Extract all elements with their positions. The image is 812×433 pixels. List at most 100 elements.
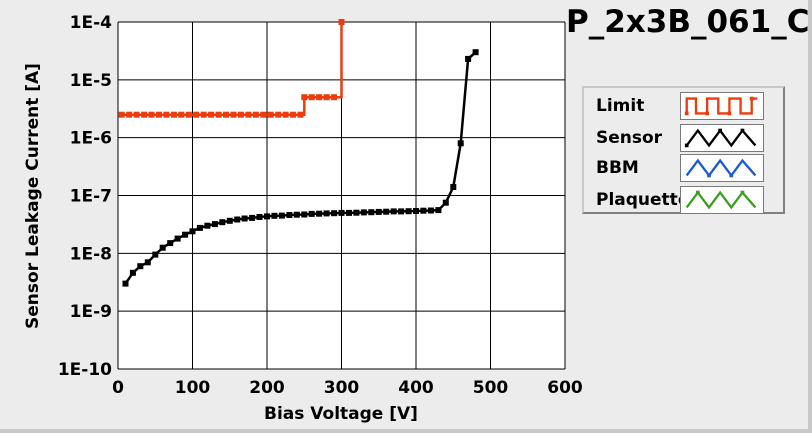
data-point-sensor-17 [249, 214, 256, 221]
tick-labels: 0 100 200 300 400 500 600 1E-4 1E-5 1E-6 1E-7 1E-8 1… [58, 13, 583, 398]
data-point-limit-29 [331, 94, 338, 101]
data-point-sensor-16 [241, 215, 248, 222]
series-layer [118, 19, 479, 287]
data-point-limit-20 [267, 111, 274, 118]
data-point-sensor-19 [264, 213, 270, 220]
legend-entry-plaquette[interactable]: Plaquette [584, 184, 783, 216]
data-point-sensor-38 [405, 208, 412, 215]
x-tick-label-2: 200 [249, 378, 285, 398]
data-point-limit-18 [252, 111, 259, 118]
data-point-limit-5 [156, 111, 162, 118]
data-point-limit-19 [260, 111, 267, 118]
data-point-sensor-44 [450, 184, 457, 190]
data-point-sensor-24 [301, 211, 308, 218]
data-point-sensor-6 [167, 240, 174, 247]
data-point-sensor-10 [196, 224, 203, 231]
data-point-limit-6 [163, 111, 170, 118]
legend-entry-limit[interactable]: Limit [584, 90, 783, 122]
x-tick-label-4: 400 [398, 378, 434, 398]
legend-entry-bbm[interactable]: BBM [584, 152, 783, 184]
legend-swatch-bbm [680, 154, 764, 182]
data-point-limit-27 [316, 94, 323, 101]
data-point-limit-10 [193, 111, 200, 118]
data-point-sensor-27 [323, 210, 330, 217]
legend-label-sensor: Sensor [596, 128, 663, 148]
data-point-limit-25 [301, 94, 308, 101]
data-point-sensor-9 [189, 228, 196, 235]
data-point-sensor-26 [316, 210, 323, 217]
legend-swatch-plaquette [680, 186, 764, 214]
data-point-sensor-20 [271, 212, 278, 219]
data-point-limit-21 [275, 111, 282, 118]
data-point-limit-22 [282, 111, 289, 118]
data-point-sensor-29 [338, 209, 345, 216]
series-line-sensor [124, 51, 477, 285]
data-point-sensor-18 [256, 214, 263, 220]
y-tick-label-6: 1E-10 [58, 360, 112, 380]
data-point-limit-14 [223, 111, 229, 118]
data-point-sensor-46 [465, 55, 472, 62]
data-point-sensor-45 [457, 140, 464, 147]
data-point-limit-11 [200, 111, 207, 118]
data-point-limit-17 [245, 111, 252, 118]
data-point-sensor-34 [375, 208, 382, 215]
x-tick-label-0: 0 [112, 378, 124, 398]
y-tick-label-5: 1E-9 [70, 302, 112, 322]
data-point-limit-4 [148, 111, 155, 118]
data-point-sensor-31 [353, 209, 360, 216]
data-point-sensor-35 [383, 208, 390, 215]
data-point-limit-2 [133, 111, 140, 118]
data-point-limit-1 [126, 111, 133, 118]
data-point-limit-7 [170, 111, 177, 118]
data-point-sensor-39 [413, 208, 419, 214]
data-point-sensor-15 [234, 216, 241, 223]
data-point-sensor-30 [346, 209, 352, 216]
x-tick-label-3: 300 [324, 378, 360, 398]
data-point-sensor-37 [398, 208, 405, 215]
data-point-sensor-21 [278, 212, 285, 219]
data-point-limit-12 [208, 111, 215, 118]
data-point-sensor-11 [204, 222, 211, 229]
x-axis-label: Bias Voltage [V] [264, 404, 418, 424]
data-point-sensor-36 [390, 208, 397, 215]
data-point-limit-16 [237, 111, 244, 118]
data-point-sensor-0 [122, 280, 129, 287]
legend-label-plaquette: Plaquette [596, 190, 690, 210]
data-point-sensor-32 [360, 209, 367, 216]
data-point-sensor-41 [427, 207, 434, 214]
data-point-sensor-33 [368, 209, 375, 216]
data-point-limit-13 [215, 111, 222, 118]
y-tick-label-4: 1E-8 [70, 244, 112, 264]
legend-swatch-limit [680, 92, 764, 120]
x-tick-label-5: 500 [473, 378, 509, 398]
data-point-limit-0 [118, 111, 125, 118]
legend-entry-sensor[interactable]: Sensor [584, 122, 783, 154]
data-point-sensor-5 [159, 244, 166, 251]
data-point-limit-9 [185, 111, 192, 118]
data-point-limit-30 [338, 19, 345, 25]
data-point-limit-28 [323, 94, 330, 101]
y-tick-label-3: 1E-7 [70, 187, 112, 207]
data-point-sensor-43 [442, 199, 449, 206]
data-point-limit-8 [178, 111, 185, 118]
data-point-sensor-2 [137, 263, 144, 270]
data-point-sensor-4 [152, 251, 159, 258]
series-line-limit [121, 22, 343, 116]
data-point-limit-15 [230, 111, 237, 118]
data-point-limit-26 [308, 94, 315, 101]
data-point-sensor-47 [472, 49, 479, 56]
data-point-sensor-3 [144, 259, 151, 266]
data-point-sensor-13 [219, 219, 226, 226]
data-point-limit-23 [290, 111, 297, 118]
data-point-sensor-7 [174, 235, 181, 242]
data-point-sensor-8 [182, 231, 189, 238]
grid [117, 21, 566, 370]
legend: Limit Sensor BBM Plaquette [582, 86, 785, 214]
data-point-sensor-25 [308, 210, 315, 217]
data-point-sensor-14 [226, 217, 233, 224]
legend-label-bbm: BBM [596, 158, 639, 178]
y-tick-label-0: 1E-4 [70, 13, 112, 33]
y-tick-label-2: 1E-6 [70, 129, 112, 149]
data-point-sensor-28 [331, 210, 338, 217]
